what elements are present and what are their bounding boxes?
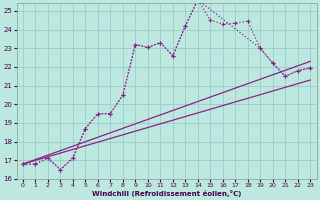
X-axis label: Windchill (Refroidissement éolien,°C): Windchill (Refroidissement éolien,°C) [92,190,241,197]
